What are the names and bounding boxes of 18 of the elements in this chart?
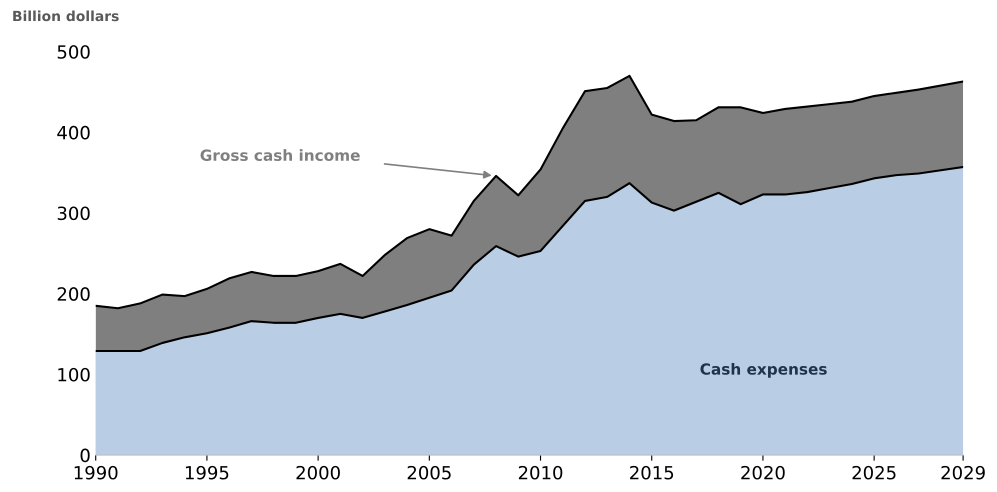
x-tick-label: 2025 xyxy=(852,466,896,480)
x-tick-label: 2005 xyxy=(408,466,451,480)
text: Gross cash income xyxy=(200,149,360,161)
x-tick-label: 2010 xyxy=(518,466,562,480)
y-axis-title: Billion dollars xyxy=(13,10,119,22)
x-tick-label: 1995 xyxy=(186,466,228,480)
y-tick-label: 200 xyxy=(58,287,90,301)
x-tick-label: 2000 xyxy=(296,466,340,480)
y-tick-label: 100 xyxy=(58,368,90,382)
x-tick-label: 2029 xyxy=(941,466,985,480)
y-tick-label: 500 xyxy=(58,45,90,59)
series-label: Cash expenses xyxy=(700,362,827,378)
x-tick-label: 2015 xyxy=(630,466,674,480)
x-tick-label: 1990 xyxy=(74,466,118,480)
y-tick-label: 400 xyxy=(57,126,90,140)
x-tick-label: 2020 xyxy=(741,466,785,480)
y-tick-label: 300 xyxy=(58,206,90,220)
y-tick-label: 0 xyxy=(80,448,90,462)
